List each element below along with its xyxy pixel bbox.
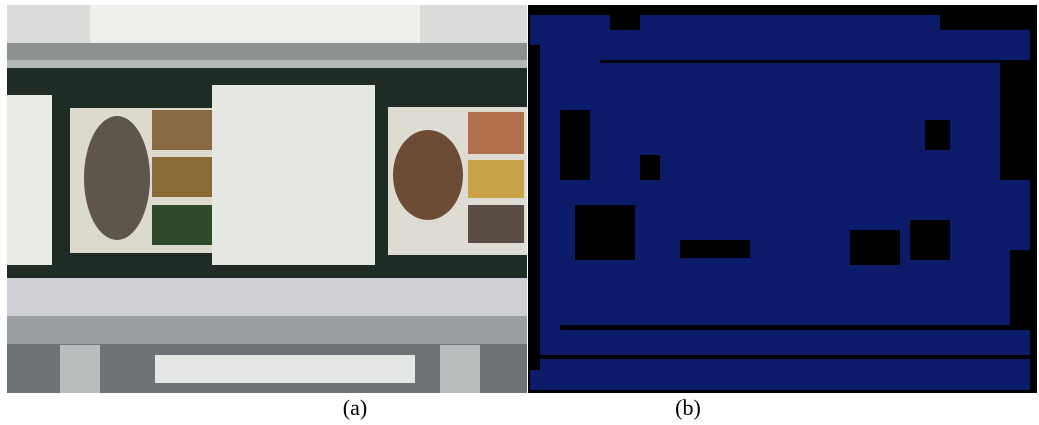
panel-label: (a) xyxy=(343,395,367,420)
figure: (a) (b) xyxy=(0,0,1039,425)
panel-label: (b) xyxy=(675,395,701,420)
rgb-photo xyxy=(7,5,527,393)
depth-map xyxy=(528,5,1037,393)
